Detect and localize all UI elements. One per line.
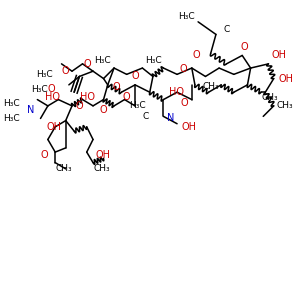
Text: HO: HO bbox=[46, 92, 61, 103]
Text: O: O bbox=[100, 105, 107, 115]
Text: CH₃: CH₃ bbox=[202, 82, 219, 91]
Text: H₃C: H₃C bbox=[37, 70, 53, 79]
Text: OH: OH bbox=[181, 122, 196, 132]
Text: HO: HO bbox=[169, 87, 184, 97]
Text: O: O bbox=[123, 92, 130, 103]
Text: O: O bbox=[131, 71, 139, 82]
Text: O: O bbox=[76, 101, 83, 111]
Text: OH: OH bbox=[272, 50, 286, 60]
Text: O: O bbox=[84, 59, 92, 69]
Text: OH: OH bbox=[279, 74, 294, 84]
Text: H₃C: H₃C bbox=[94, 56, 111, 65]
Text: O: O bbox=[180, 64, 187, 74]
Text: OH: OH bbox=[46, 122, 62, 132]
Text: C: C bbox=[223, 25, 230, 34]
Text: H₃C: H₃C bbox=[145, 56, 161, 65]
Text: O: O bbox=[40, 150, 48, 160]
Text: CH₃: CH₃ bbox=[277, 101, 293, 110]
Text: H₃C: H₃C bbox=[129, 101, 146, 110]
Text: OH: OH bbox=[95, 150, 110, 160]
Text: CH₃: CH₃ bbox=[261, 93, 278, 102]
Text: N: N bbox=[167, 113, 174, 124]
Text: O: O bbox=[193, 50, 200, 60]
Text: CH₃: CH₃ bbox=[55, 164, 72, 173]
Text: CH₃: CH₃ bbox=[93, 164, 110, 173]
Text: HO: HO bbox=[80, 92, 95, 103]
Text: N: N bbox=[27, 105, 34, 115]
Text: C: C bbox=[142, 112, 149, 121]
Text: O: O bbox=[181, 98, 188, 108]
Text: O: O bbox=[112, 82, 120, 92]
Text: O: O bbox=[48, 84, 55, 94]
Text: H₃C: H₃C bbox=[3, 114, 20, 123]
Text: O: O bbox=[62, 66, 70, 76]
Text: O: O bbox=[240, 42, 248, 52]
Text: H₃C: H₃C bbox=[3, 99, 20, 108]
Text: H₃C: H₃C bbox=[31, 85, 48, 94]
Text: H₃C: H₃C bbox=[178, 12, 195, 21]
